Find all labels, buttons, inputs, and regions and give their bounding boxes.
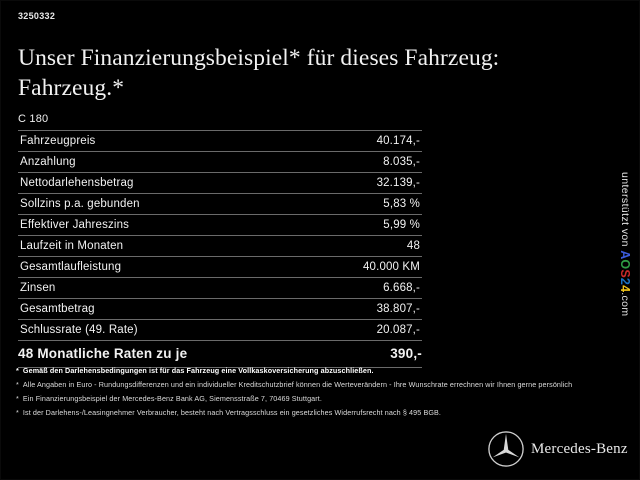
aos24-letter: 4 <box>618 285 632 293</box>
row-label: Gesamtbetrag <box>20 303 95 315</box>
footnote-line: * Ist der Darlehens-/Leasingnehmer Verbra… <box>16 406 628 420</box>
footnote-line: * Gemäß den Darlehensbedingungen ist für … <box>16 364 628 378</box>
reference-id: 3250332 <box>18 11 56 21</box>
aos24-letter: O <box>618 259 632 270</box>
table-row: Nettodarlehensbetrag 32.139,- <box>18 172 422 194</box>
footnote-text: Ein Finanzierungsbeispiel der Mercedes-B… <box>22 394 322 403</box>
total-value: 390,- <box>390 346 422 361</box>
mercedes-benz-logo: Mercedes-Benz <box>487 430 628 470</box>
row-label: Nettodarlehensbetrag <box>20 177 134 189</box>
vehicle-model-label: C 180 <box>18 113 49 125</box>
aos24-letter: A <box>618 250 632 260</box>
row-value: 40.000 KM <box>363 261 420 273</box>
aos24-letter: S <box>618 269 632 278</box>
footnote-text: Alle Angaben in Euro - Rundungsdifferenz… <box>22 380 573 389</box>
sponsor-tld: .com <box>619 292 631 317</box>
footnote-line: * Alle Angaben in Euro - Rundungsdifferen… <box>16 378 628 392</box>
table-row: Effektiver Jahreszins 5,99 % <box>18 214 422 236</box>
row-label: Sollzins p.a. gebunden <box>20 198 140 210</box>
financing-table: Fahrzeugpreis 40.174,- Anzahlung 8.035,- Net… <box>18 130 422 368</box>
row-value: 38.807,- <box>376 303 420 315</box>
sponsor-prefix: unterstützt von <box>619 172 631 251</box>
row-label: Laufzeit in Monaten <box>20 240 124 252</box>
row-label: Zinsen <box>20 282 56 294</box>
footnote-marker: * <box>16 380 19 389</box>
row-value: 20.087,- <box>376 324 420 336</box>
total-label: 48 Monatliche Raten zu je <box>18 346 188 361</box>
row-value: 8.035,- <box>383 156 420 168</box>
row-label: Gesamtlaufleistung <box>20 261 122 273</box>
row-value: 5,99 % <box>383 219 420 231</box>
table-row: Laufzeit in Monaten 48 <box>18 235 422 257</box>
aos24-letter: 2 <box>618 277 632 286</box>
mercedes-benz-wordmark: Mercedes-Benz <box>531 441 628 457</box>
table-row: Fahrzeugpreis 40.174,- <box>18 130 422 152</box>
row-value: 48 <box>406 240 420 252</box>
aos24-logo[interactable]: AOS24 <box>618 250 632 292</box>
row-value: 6.668,- <box>383 282 420 294</box>
table-row: Sollzins p.a. gebunden 5,83 % <box>18 193 422 215</box>
mercedes-star-icon <box>488 431 524 467</box>
footnotes-list: * Gemäß den Darlehensbedingungen ist für … <box>16 364 628 420</box>
row-label: Schlussrate (49. Rate) <box>20 324 138 336</box>
row-label: Anzahlung <box>20 156 76 168</box>
row-label: Fahrzeugpreis <box>20 135 96 147</box>
page-title: Unser Finanzierungsbeispiel* für dieses … <box>18 45 500 101</box>
row-value: 5,83 % <box>383 198 420 210</box>
row-value: 32.139,- <box>376 177 420 189</box>
footnote-marker: * <box>16 394 19 403</box>
footnote-text: Ist der Darlehens-/Leasingnehmer Verbrau… <box>22 408 442 417</box>
table-row: Zinsen 6.668,- <box>18 277 422 299</box>
row-value: 40.174,- <box>376 135 420 147</box>
table-row-total: 48 Monatliche Raten zu je 390,- <box>18 340 422 368</box>
footnote-line: * Ein Finanzierungsbeispiel der Mercedes-… <box>16 392 628 406</box>
table-row: Gesamtbetrag 38.807,- <box>18 298 422 320</box>
table-row: Schlussrate (49. Rate) 20.087,- <box>18 319 422 341</box>
footnote-text: Gemäß den Darlehensbedingungen ist für d… <box>22 366 374 375</box>
row-label: Effektiver Jahreszins <box>20 219 130 231</box>
table-row: Anzahlung 8.035,- <box>18 151 422 173</box>
table-row: Gesamtlaufleistung 40.000 KM <box>18 256 422 278</box>
sponsor-credit: unterstützt von AOS24.com <box>614 172 636 362</box>
footnote-marker: * <box>16 366 19 375</box>
footnote-marker: * <box>16 408 19 417</box>
